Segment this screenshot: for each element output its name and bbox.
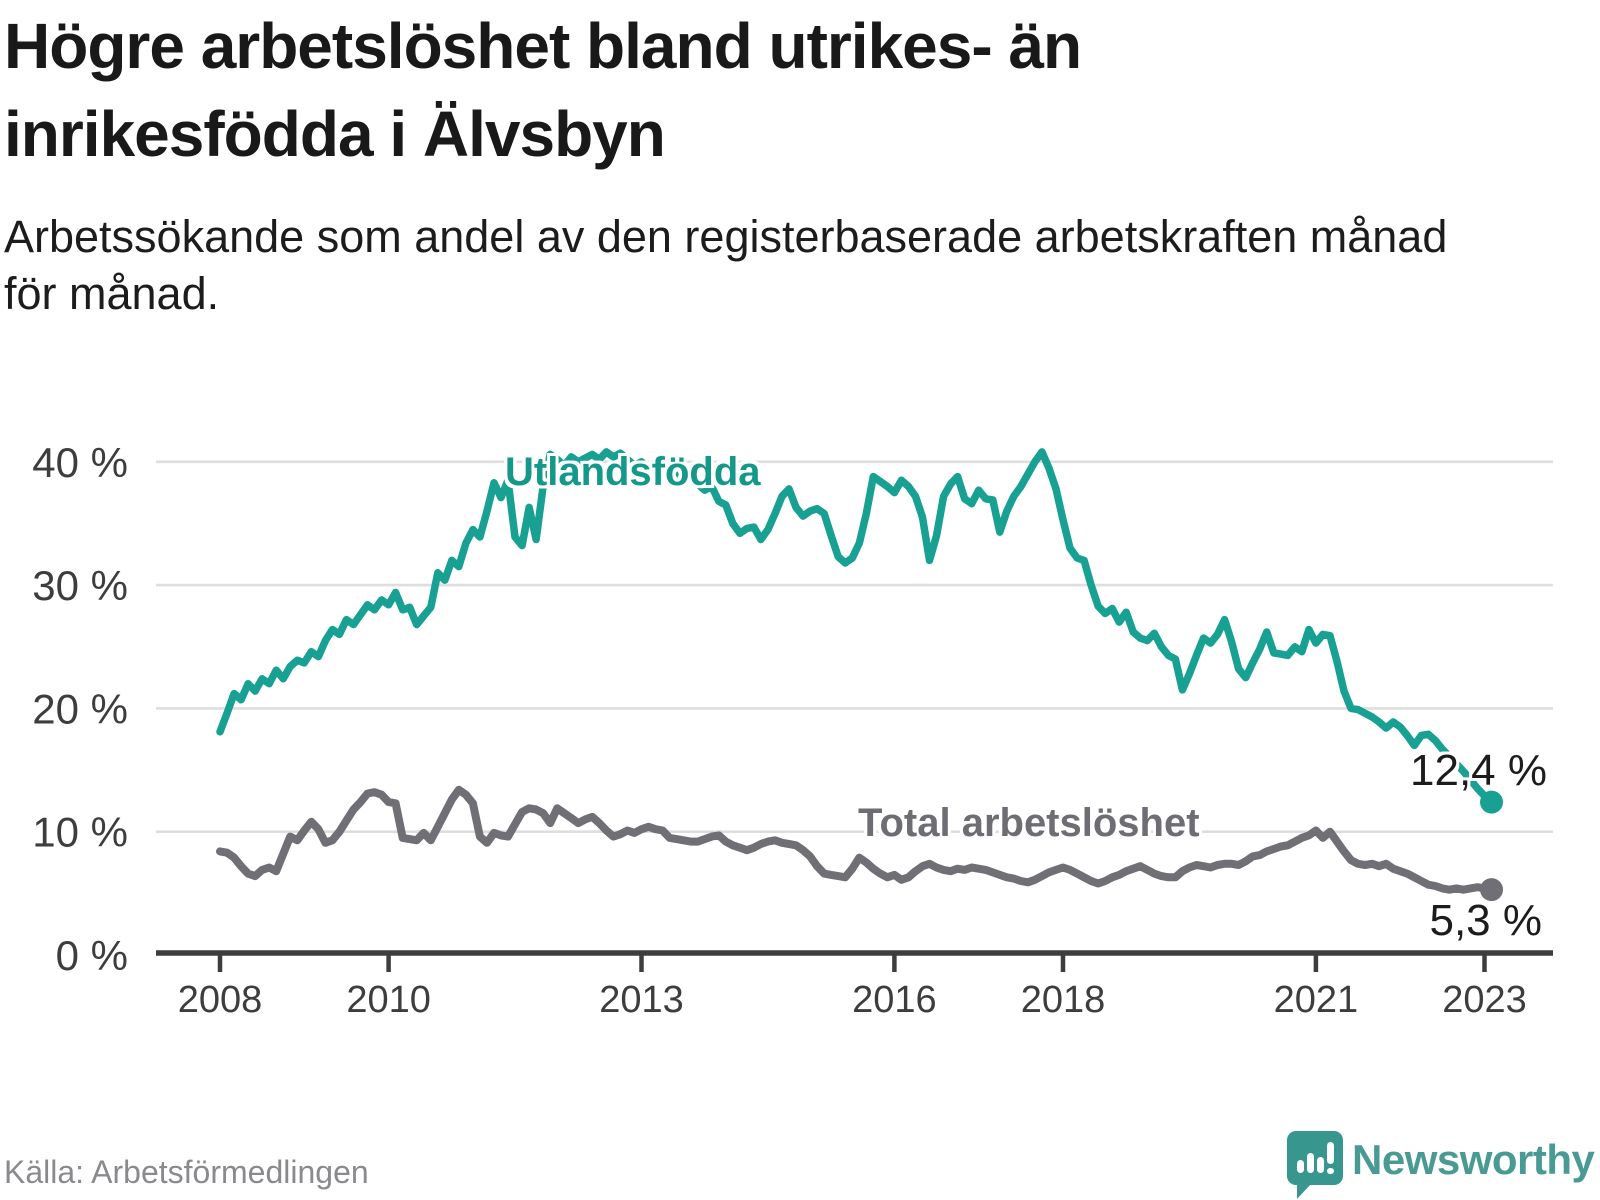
newsworthy-brand: Newsworthy (1286, 1130, 1596, 1200)
end-value-label-total: 5,3 % (1429, 896, 1542, 945)
title-line-2: inrikesfödda i Älvsbyn (4, 98, 666, 170)
y-tick-label-0: 0 % (56, 932, 128, 979)
logo-exclamation-dot (1327, 1168, 1334, 1174)
series-label-total-arbetsloshet: Total arbetslöshet (858, 801, 1200, 845)
y-tick-label-30: 30 % (32, 562, 128, 609)
subtitle-line-1: Arbetssökande som andel av den registerb… (4, 211, 1448, 262)
page-title: Högre arbetslöshet bland utrikes- än inr… (4, 2, 1564, 178)
end-dot-total (1480, 878, 1504, 902)
series-line-total (216, 785, 1496, 894)
chart-subtitle: Arbetssökande som andel av den registerb… (4, 208, 1594, 322)
y-tick-label-20: 20 % (32, 685, 128, 732)
brand-name: Newsworthy (1352, 1136, 1595, 1183)
x-tick-label-2018: 2018 (1021, 979, 1106, 1021)
series-label-utlandsfodda: Utlandsfödda (505, 450, 761, 494)
y-tick-label-10: 10 % (32, 809, 128, 856)
x-tick-label-2023: 2023 (1442, 979, 1527, 1021)
x-tick-label-2013: 2013 (599, 979, 684, 1021)
end-value-label-utlandsfodda: 12,4 % (1410, 746, 1547, 795)
subtitle-line-2: för månad. (4, 268, 220, 319)
logo-bar-3 (1317, 1157, 1324, 1173)
x-tick-label-2010: 2010 (346, 979, 431, 1021)
x-tick-label-2008: 2008 (178, 979, 263, 1021)
logo-bar-1 (1297, 1160, 1304, 1173)
logo-bubble (1287, 1131, 1343, 1199)
x-tick-label-2021: 2021 (1274, 979, 1359, 1021)
newsworthy-logo-icon (1287, 1131, 1343, 1199)
logo-exclamation-stem (1327, 1142, 1334, 1164)
y-tick-label-40: 40 % (32, 439, 128, 486)
x-tick-label-2016: 2016 (852, 979, 937, 1021)
title-line-1: Högre arbetslöshet bland utrikes- än (4, 10, 1082, 82)
source-note: Källa: Arbetsförmedlingen (4, 1154, 369, 1190)
series-line-utlandsfodda (216, 448, 1496, 806)
end-dot-utlandsfodda (1480, 790, 1504, 814)
logo-bar-2 (1307, 1153, 1314, 1173)
